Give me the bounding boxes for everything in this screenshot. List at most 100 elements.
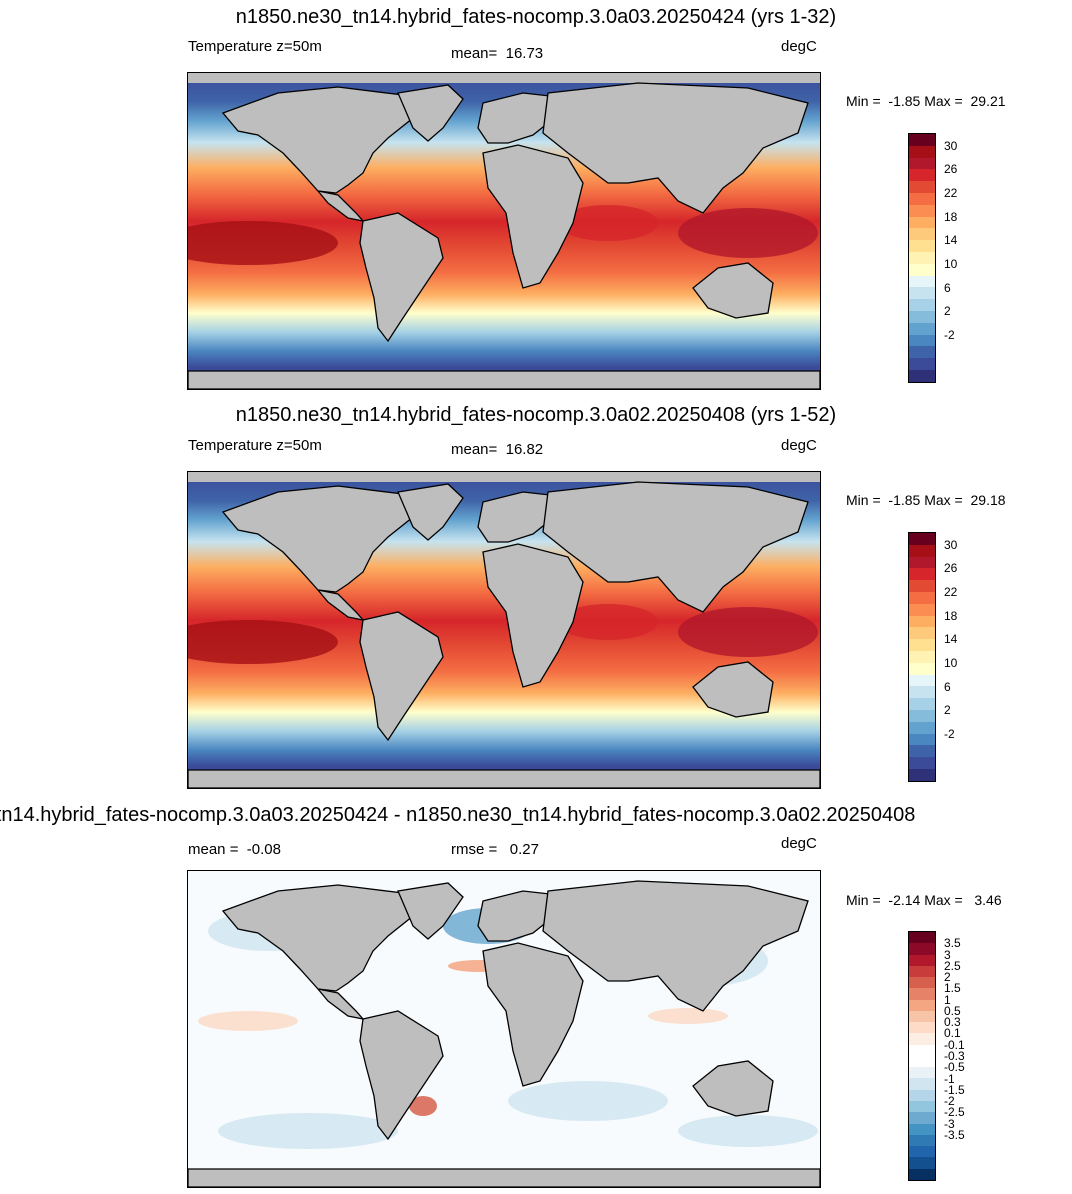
mean-label: mean= 16.73 bbox=[451, 45, 544, 62]
units-label: degC bbox=[781, 38, 817, 55]
colorbar-swatch bbox=[909, 1112, 935, 1124]
colorbar-swatch bbox=[909, 1010, 935, 1023]
colorbar-tick-label: 26 bbox=[944, 561, 958, 576]
colorbar-swatch bbox=[909, 251, 935, 264]
colorbar-swatch bbox=[909, 768, 935, 781]
colorbar-swatch bbox=[909, 674, 935, 687]
min-max-label: Min = -1.85 Max = 29.21 bbox=[846, 93, 1006, 109]
warm-pool bbox=[678, 607, 818, 657]
colorbar-tick-label: 2 bbox=[944, 304, 951, 319]
map-svg bbox=[188, 73, 820, 389]
variable-label: Temperature z=50m bbox=[188, 38, 322, 55]
colorbar-swatch bbox=[909, 299, 935, 311]
colorbar-tick-label: 1 bbox=[944, 992, 951, 1007]
colorbar-swatch bbox=[909, 954, 935, 966]
land-mass bbox=[188, 769, 820, 788]
colorbar-swatch bbox=[909, 216, 935, 229]
colorbar-tick-label: 1.5 bbox=[944, 981, 961, 996]
colorbar-tick-label: 26 bbox=[944, 162, 958, 177]
colorbar-swatch bbox=[909, 1089, 935, 1101]
colorbar-tick-label: 3.5 bbox=[944, 936, 961, 951]
colorbar-tick-label: 18 bbox=[944, 608, 958, 623]
mean-label: mean= 16.82 bbox=[451, 441, 544, 458]
sea-ice bbox=[188, 73, 820, 83]
colorbar-swatch bbox=[909, 932, 935, 944]
land-mass bbox=[477, 491, 570, 543]
colorbar-swatch bbox=[909, 1134, 935, 1147]
colorbar-swatch bbox=[909, 757, 935, 769]
colorbar-tick-label: 18 bbox=[944, 209, 958, 224]
land-mass bbox=[359, 212, 444, 343]
colorbar-swatch bbox=[909, 1033, 935, 1045]
colorbar-tick-label: -2 bbox=[944, 726, 955, 741]
colorbar-swatch bbox=[909, 533, 935, 545]
colorbar-tick-label: 10 bbox=[944, 256, 958, 271]
colorbar-swatch bbox=[909, 192, 935, 205]
colorbar-swatch bbox=[909, 310, 935, 323]
min-max-label: Min = -1.85 Max = 29.18 bbox=[846, 492, 1006, 508]
colorbar-tick-label: -2 bbox=[944, 1094, 955, 1109]
land-mass bbox=[397, 882, 464, 940]
colorbar-tick-label: 30 bbox=[944, 537, 958, 552]
land-mass bbox=[221, 485, 414, 593]
colorbar-tick-label: -0.3 bbox=[944, 1049, 965, 1063]
land-mass bbox=[542, 481, 809, 613]
difference-anomaly bbox=[198, 1011, 298, 1031]
colorbar-swatch bbox=[909, 662, 935, 675]
colorbar-tick-label: 2 bbox=[944, 703, 951, 718]
colorbar-swatch bbox=[909, 275, 935, 288]
colorbar-tick-label: -2 bbox=[944, 327, 955, 342]
colorbar bbox=[908, 532, 936, 782]
difference-anomaly bbox=[678, 1115, 818, 1147]
colorbar-swatch bbox=[909, 580, 935, 592]
colorbar-swatch bbox=[909, 263, 935, 276]
colorbar-swatch bbox=[909, 157, 935, 170]
panel-2: n1850.ne30_tn14.hybrid_fates-nocomp.3.0a… bbox=[187, 404, 1006, 789]
colorbar-tick-label: -3 bbox=[944, 1116, 955, 1131]
land-mass bbox=[359, 611, 444, 742]
colorbar-swatch bbox=[909, 334, 935, 347]
colorbar-swatch bbox=[909, 1146, 935, 1158]
land-mass bbox=[542, 82, 809, 214]
colorbar-swatch bbox=[909, 1078, 935, 1090]
land-mass bbox=[359, 1010, 444, 1141]
land-mass bbox=[692, 262, 774, 319]
min-max-label: Min = -2.14 Max = 3.46 bbox=[846, 892, 1002, 908]
colorbar-tick-label: -0.5 bbox=[944, 1060, 965, 1075]
difference-anomaly bbox=[218, 1113, 398, 1149]
rmse-label: rmse = 0.27 bbox=[451, 841, 539, 858]
warm-pool bbox=[188, 221, 338, 265]
land-mass bbox=[221, 884, 414, 992]
colorbar-swatch bbox=[909, 988, 935, 1000]
units-label: degC bbox=[781, 835, 817, 852]
colorbar-swatch bbox=[909, 999, 935, 1011]
panel-1: n1850.ne30_tn14.hybrid_fates-nocomp.3.0a… bbox=[0, 0, 1072, 398]
colorbar-swatch bbox=[909, 181, 935, 193]
panel-title: n1850.ne30_tn14.hybrid_fates-nocomp.3.0a… bbox=[235, 404, 837, 426]
colorbar-tick-label: 0.1 bbox=[944, 1026, 961, 1041]
colorbar-swatch bbox=[909, 1123, 935, 1135]
land-mass bbox=[477, 890, 570, 942]
colorbar-tick-label: 6 bbox=[944, 679, 951, 694]
colorbar-swatch bbox=[909, 745, 935, 758]
land-mass bbox=[477, 92, 570, 144]
colorbar-swatch bbox=[909, 721, 935, 734]
difference-anomaly bbox=[508, 1081, 668, 1121]
colorbar-tick-label: 6 bbox=[944, 280, 951, 295]
land-mass bbox=[397, 84, 464, 142]
colorbar-swatch bbox=[909, 240, 935, 252]
colorbar-tick-label: 22 bbox=[944, 186, 958, 201]
land-mass bbox=[188, 370, 820, 389]
warm-pool bbox=[188, 620, 338, 664]
colorbar-swatch bbox=[909, 639, 935, 651]
colorbar bbox=[908, 133, 936, 383]
panel-title-text: n1850.ne30_tn14.hybrid_fates-nocomp.3.0a… bbox=[0, 804, 916, 826]
temperature-map bbox=[187, 471, 821, 789]
colorbar-tick-label: -3.5 bbox=[944, 1127, 965, 1142]
panel-title: n1850.ne30_tn14.hybrid_fates-nocomp.3.0a… bbox=[0, 804, 1072, 827]
colorbar-swatch bbox=[909, 1168, 935, 1180]
colorbar-swatch bbox=[909, 169, 935, 182]
colorbar-tick-label: 30 bbox=[944, 138, 958, 153]
colorbar-swatch bbox=[909, 1055, 935, 1068]
